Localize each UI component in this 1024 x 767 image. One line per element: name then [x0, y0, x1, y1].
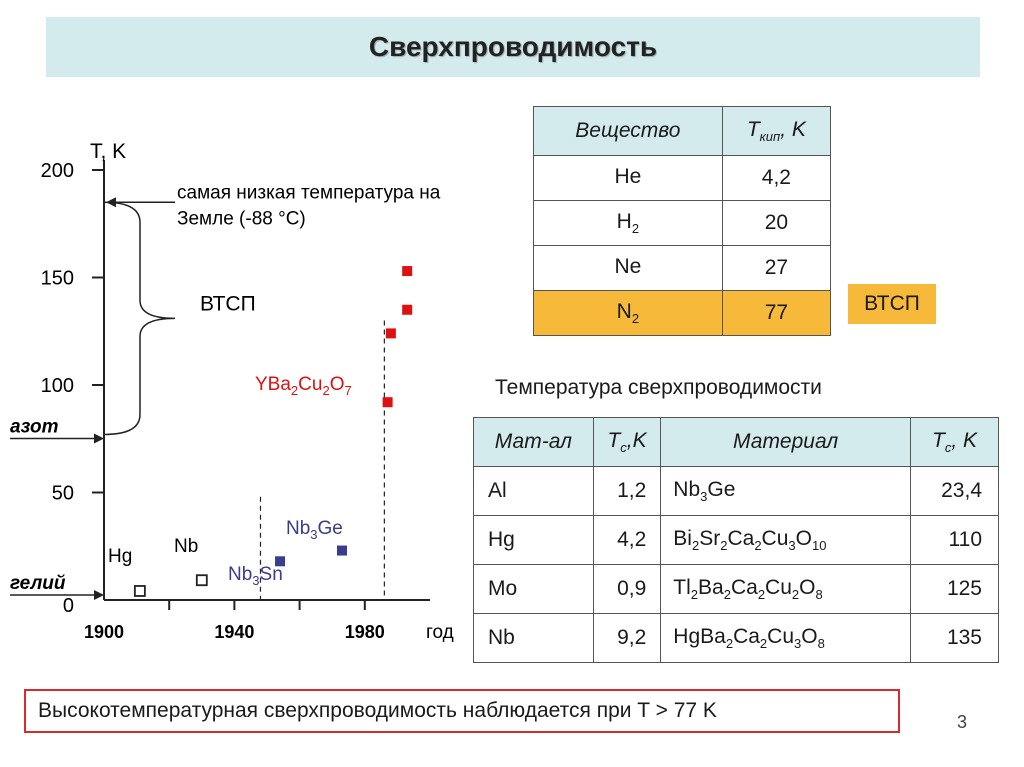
header-tc-2: Tc, K	[910, 417, 999, 467]
tc-cell: 125	[910, 564, 999, 614]
header-boiling-temp: Tкип, K	[721, 106, 832, 156]
formula-part: Sn	[260, 564, 283, 585]
formula-part: 2	[291, 383, 298, 398]
x-tick-label: 1900	[84, 622, 124, 642]
nitrogen-label: азот	[10, 416, 59, 437]
tc-cell: 4,2	[592, 515, 662, 565]
header-material-1: Мат-ал	[473, 417, 594, 467]
tc-cell: 135	[910, 613, 999, 663]
boiling-table-header: Вещество Tкип, K	[533, 106, 832, 156]
title-bar: Сверхпроводимость	[46, 17, 980, 77]
vtsp-badge: ВТСП	[848, 284, 936, 324]
value-cell: 20	[721, 200, 832, 246]
table-row: Nb 9,2 HgBa2Ca2Cu3O8 135	[473, 613, 999, 663]
formula-cell: Tl2Ba2Ca2Cu2O8	[660, 564, 912, 614]
y-tick-label: 100	[41, 375, 74, 397]
y-tick-label: 200	[41, 160, 74, 182]
formula-part: 7	[344, 383, 351, 398]
material-cell: Mo	[473, 564, 594, 614]
y-tick-label: 0	[63, 595, 74, 617]
substance-cell: Ne	[533, 245, 723, 291]
lowest-temp-label: Земле (-88 °С)	[177, 208, 306, 229]
arrow-head	[94, 433, 104, 444]
material-cell: Al	[473, 466, 594, 516]
formula-part: Cu	[298, 374, 322, 395]
data-point	[133, 585, 146, 597]
tc-cell: 0,9	[592, 564, 662, 614]
table-row: H2 20	[533, 200, 832, 246]
data-point	[385, 328, 396, 339]
table-row: Al 1,2 Nb3Ge 23,4	[473, 466, 999, 516]
page-number: 3	[957, 712, 968, 732]
series-label-hg: Hg	[108, 546, 132, 567]
table-row-highlighted: N2 77	[533, 290, 832, 336]
boiling-point-table: Вещество Tкип, K He 4,2 H2 20 Ne 27 N2 7…	[533, 106, 832, 336]
y-axis-label: T, K	[90, 140, 126, 163]
formula-part: O	[330, 374, 345, 395]
sc-table-header: Мат-ал Tc,K Материал Tc, K	[473, 417, 999, 467]
data-point	[336, 545, 347, 556]
formula-part: 3	[252, 573, 259, 588]
substance-cell: N2	[533, 290, 723, 336]
formula-cell: HgBa2Ca2Cu3O8	[660, 613, 912, 663]
substance-cell: H2	[533, 200, 723, 246]
formula-part: Nb	[228, 564, 252, 585]
value-cell: 4,2	[721, 155, 832, 201]
series-label-nb3ge: Nb3Ge	[286, 518, 343, 542]
table-row: Hg 4,2 Bi2Sr2Ca2Cu3O10 110	[473, 515, 999, 565]
table-row: Ne 27	[533, 245, 832, 291]
data-point	[402, 266, 413, 277]
table-row: Mo 0,9 Tl2Ba2Ca2Cu2O8 125	[473, 564, 999, 614]
conclusion-box: Высокотемпературная сверхпроводимость на…	[24, 689, 900, 733]
tc-cell: 110	[910, 515, 999, 565]
tc-cell: 9,2	[592, 613, 662, 663]
x-axis-label: год	[426, 622, 454, 643]
formula-part: Ge	[318, 518, 343, 539]
formula-part: 2	[322, 383, 329, 398]
header-tc-1: Tc,K	[592, 417, 662, 467]
x-tick-label: 1940	[214, 622, 254, 642]
material-cell: Nb	[473, 613, 594, 663]
brace	[103, 201, 176, 436]
data-point	[275, 556, 286, 567]
arrow-head	[106, 197, 116, 208]
lowest-temp-label: самая низкая температура на	[177, 182, 441, 203]
sc-table-body: Al 1,2 Nb3Ge 23,4 Hg 4,2 Bi2Sr2Ca2Cu3O10 110 Mo 0…	[473, 466, 999, 663]
value-cell: 27	[721, 245, 832, 291]
formula-part: YBa	[255, 374, 291, 395]
superconductivity-table: Мат-ал Tc,K Материал Tc, K Al 1,2 Nb3Ge 23,…	[473, 417, 999, 663]
data-point	[382, 397, 393, 408]
formula-part: 3	[310, 527, 317, 542]
x-tick-label: 1980	[345, 622, 385, 642]
y-tick-label: 150	[41, 268, 74, 290]
formula-part: Nb	[286, 518, 310, 539]
table-row: He 4,2	[533, 155, 832, 201]
data-point	[402, 304, 413, 315]
y-tick-label: 50	[52, 483, 74, 505]
series-label-ybco: YBa2Cu2O7	[255, 374, 352, 398]
material-cell: Hg	[473, 515, 594, 565]
series-label-nb3sn: Nb3Sn	[228, 564, 283, 588]
formula-cell: Bi2Sr2Ca2Cu3O10	[660, 515, 912, 565]
conclusion-text: Высокотемпературная сверхпроводимость на…	[38, 699, 717, 722]
value-cell: 77	[721, 290, 832, 336]
formula-cell: Nb3Ge	[660, 466, 912, 516]
series-label-nb: Nb	[174, 536, 198, 557]
sc-table-title: Температура сверхпроводимости	[495, 376, 822, 399]
arrow-head	[94, 589, 104, 600]
page-title: Сверхпроводимость	[368, 31, 658, 62]
tc-cell: 23,4	[910, 466, 999, 516]
substance-cell: He	[533, 155, 723, 201]
header-substance: Вещество	[533, 106, 723, 156]
superconductivity-chart: T, K год 0 50 100 150 200 1900 1940 1980 ВТСП самая…	[10, 140, 454, 643]
helium-label: гелий	[10, 573, 66, 594]
tc-cell: 1,2	[592, 466, 662, 516]
brace-label: ВТСП	[200, 292, 256, 315]
data-point	[195, 574, 208, 587]
header-material-2: Материал	[660, 417, 912, 467]
